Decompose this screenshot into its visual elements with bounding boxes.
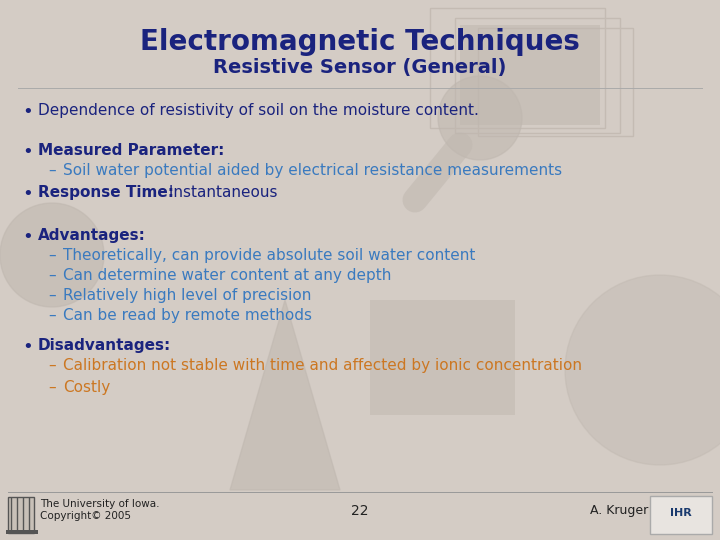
Text: –: –	[48, 358, 55, 373]
Circle shape	[438, 76, 522, 160]
Text: The University of Iowa.: The University of Iowa.	[40, 499, 160, 509]
Text: Calibration not stable with time and affected by ionic concentration: Calibration not stable with time and aff…	[63, 358, 582, 373]
Text: •: •	[22, 228, 32, 246]
Text: –: –	[48, 248, 55, 263]
Text: Soil water potential aided by electrical resistance measurements: Soil water potential aided by electrical…	[63, 163, 562, 178]
Text: 22: 22	[351, 504, 369, 518]
Text: Can determine water content at any depth: Can determine water content at any depth	[63, 268, 392, 283]
Text: Response Time:: Response Time:	[38, 185, 174, 200]
Text: Copyright© 2005: Copyright© 2005	[40, 511, 131, 521]
FancyBboxPatch shape	[650, 496, 712, 534]
Text: Disadvantages:: Disadvantages:	[38, 338, 171, 353]
Text: –: –	[48, 288, 55, 303]
Text: •: •	[22, 185, 32, 203]
Text: A. Kruger: A. Kruger	[590, 504, 648, 517]
Text: Electromagnetic Techniques: Electromagnetic Techniques	[140, 28, 580, 56]
FancyBboxPatch shape	[8, 497, 34, 533]
Text: Can be read by remote methods: Can be read by remote methods	[63, 308, 312, 323]
Text: •: •	[22, 143, 32, 161]
Text: Theoretically, can provide absolute soil water content: Theoretically, can provide absolute soil…	[63, 248, 475, 263]
FancyBboxPatch shape	[370, 300, 515, 415]
Circle shape	[0, 203, 104, 307]
Text: Measured Parameter:: Measured Parameter:	[38, 143, 225, 158]
Circle shape	[565, 275, 720, 465]
Text: •: •	[22, 103, 32, 121]
Text: •: •	[22, 338, 32, 356]
Text: Dependence of resistivity of soil on the moisture content.: Dependence of resistivity of soil on the…	[38, 103, 479, 118]
Text: –: –	[48, 268, 55, 283]
Text: –: –	[48, 380, 55, 395]
Text: Relatively high level of precision: Relatively high level of precision	[63, 288, 311, 303]
Text: Costly: Costly	[63, 380, 110, 395]
Text: –: –	[48, 308, 55, 323]
Text: IHR: IHR	[670, 508, 692, 518]
Text: –: –	[48, 163, 55, 178]
FancyBboxPatch shape	[460, 25, 600, 125]
Text: Instantaneous: Instantaneous	[164, 185, 277, 200]
FancyBboxPatch shape	[6, 530, 38, 534]
Text: Advantages:: Advantages:	[38, 228, 146, 243]
Polygon shape	[230, 300, 340, 490]
Text: Resistive Sensor (General): Resistive Sensor (General)	[213, 58, 507, 77]
